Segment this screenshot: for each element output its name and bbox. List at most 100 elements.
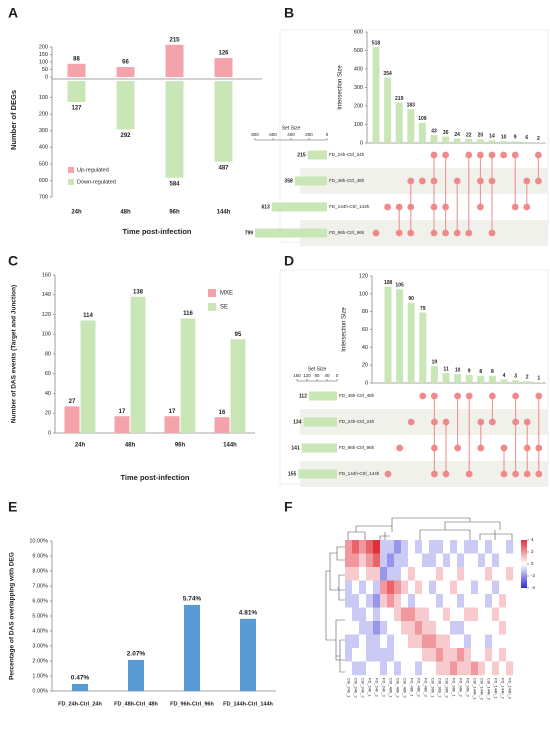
set-size-label: 112 — [299, 393, 307, 399]
value-label: 9 — [514, 135, 517, 141]
bar — [384, 286, 392, 383]
y-tick-label: 6.00% — [32, 598, 48, 604]
y-axis-title: Intersection Size — [342, 307, 348, 352]
y-tick-label: 600 — [39, 178, 48, 184]
heatmap-cell — [457, 634, 465, 649]
colorbar-label: -4 — [531, 585, 535, 590]
member-dot — [431, 444, 438, 452]
member-dot — [431, 418, 438, 426]
heatmap-cell — [506, 553, 514, 568]
column-label: FD_96h_1 — [451, 678, 456, 697]
y-tick-label: 10.00% — [29, 538, 48, 544]
value-label: 2 — [537, 136, 540, 142]
heatmap-cell — [443, 648, 451, 662]
value-label: 2 — [526, 375, 529, 381]
bar — [67, 81, 86, 103]
heatmap-cell — [443, 580, 451, 595]
member-dot — [442, 151, 449, 159]
heatmap-cell — [429, 580, 437, 595]
heatmap-cell — [359, 567, 367, 581]
heatmap-cell — [401, 607, 409, 622]
heatmap-cell — [352, 661, 360, 676]
heatmap-cell — [485, 553, 493, 568]
y-tick-label: 400 — [354, 66, 363, 72]
row-stripe — [300, 409, 548, 435]
bar — [165, 81, 184, 178]
member-dot — [500, 151, 507, 159]
heatmap-cell — [366, 661, 374, 676]
y-tick-label: 20 — [362, 363, 368, 369]
heatmap-cell — [366, 553, 374, 568]
heatmap-cell — [499, 594, 507, 608]
heatmap-cell — [352, 594, 360, 608]
heatmap-cell — [366, 621, 374, 635]
member-dot — [477, 177, 484, 185]
heatmap-cell — [443, 621, 451, 635]
heatmap-cell — [373, 661, 381, 676]
member-dot — [535, 470, 543, 478]
set-tick-label: 0 — [326, 132, 329, 137]
y-tick-label: 5.00% — [32, 613, 48, 619]
heatmap-cell — [387, 553, 395, 568]
member-dot — [465, 392, 473, 400]
bar — [164, 416, 180, 433]
heatmap-cell — [464, 621, 472, 635]
heatmap-cell — [429, 567, 437, 581]
member-dot — [477, 203, 484, 211]
value-label: 584 — [169, 181, 180, 187]
heatmap-cell — [443, 594, 451, 608]
column-label: FD_96h_2 — [458, 678, 463, 697]
value-label: 4 — [503, 373, 506, 379]
bar — [476, 139, 484, 143]
heatmap-cell — [422, 661, 430, 676]
heatmap-cell — [394, 661, 402, 676]
heatmap-cell — [457, 580, 465, 595]
heatmap-cell — [394, 594, 402, 608]
heatmap-cell — [464, 540, 472, 554]
member-dot — [407, 177, 415, 185]
heatmap-cell — [499, 648, 507, 662]
heatmap-cell — [478, 634, 486, 649]
y-tick-label: 700 — [39, 194, 48, 200]
column-label: FD_96h_3 — [465, 678, 470, 697]
member-dot — [488, 177, 496, 185]
heatmap-cell — [359, 621, 367, 635]
bar — [165, 44, 184, 77]
heatmap-cell — [394, 648, 402, 662]
y-tick-label: 0.00% — [32, 688, 48, 694]
colorbar — [521, 540, 527, 588]
set-tick-label: 80 — [314, 373, 320, 378]
value-label: 17 — [169, 409, 176, 415]
member-dot — [419, 392, 427, 400]
bar — [384, 77, 392, 143]
heatmap-cell — [450, 648, 458, 662]
set-name: FD_48h-Ctrl_48h — [339, 393, 375, 398]
member-dot — [442, 418, 450, 426]
member-dot — [535, 151, 542, 159]
heatmap-cell — [457, 594, 465, 608]
column-label: FD_24h_3 — [381, 678, 386, 697]
bar — [500, 141, 508, 143]
member-dot — [523, 444, 531, 452]
column-label: Ctrl_96h_3 — [444, 678, 449, 698]
set-tick-label: 160 — [293, 373, 301, 378]
heatmap-cell — [464, 580, 472, 595]
set-name: FD_24h-Ctrl_24h — [339, 419, 375, 424]
heatmap-cell — [492, 594, 500, 608]
heatmap-cell — [471, 621, 479, 635]
heatmap-cell — [422, 540, 430, 554]
member-dot — [477, 418, 485, 426]
member-dot — [453, 177, 461, 185]
heatmap-cell — [478, 607, 486, 622]
bar — [465, 138, 473, 143]
heatmap-cell — [394, 553, 402, 568]
heatmap-cell — [359, 580, 367, 595]
member-dot — [523, 418, 531, 426]
heatmap-cell — [359, 661, 367, 676]
heatmap-cell — [408, 621, 416, 635]
set-name: FD_144h-Ctrl_144h — [339, 471, 380, 476]
member-dot — [431, 470, 438, 478]
value-label: 22 — [466, 132, 472, 138]
heatmap-cell — [401, 648, 409, 662]
value-label: 88 — [73, 56, 80, 62]
